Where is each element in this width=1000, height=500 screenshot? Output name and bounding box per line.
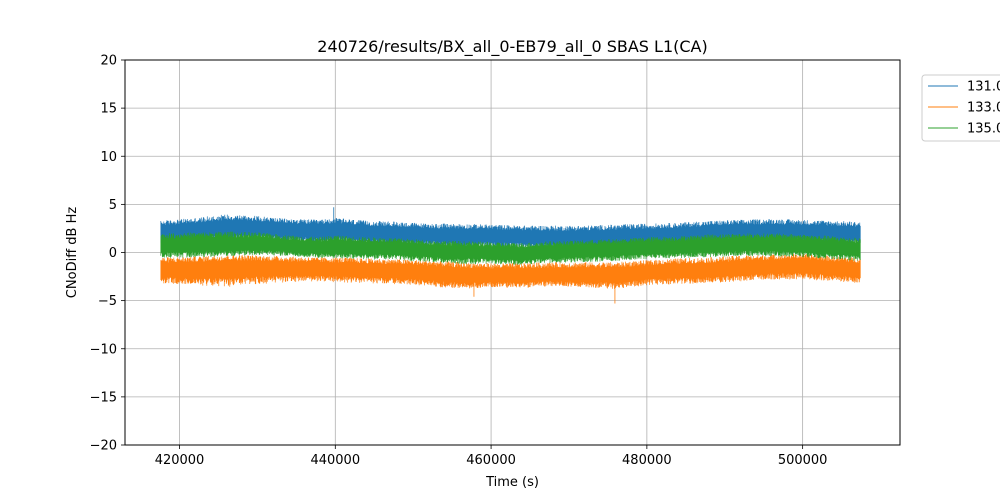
chart-title: 240726/results/BX_all_0-EB79_all_0 SBAS …: [317, 37, 707, 57]
x-axis-label: Time (s): [485, 475, 539, 490]
legend: 131.0 133.0 135.0: [921, 74, 1000, 142]
legend-label: 133.0: [967, 101, 1000, 116]
x-tick-label: 420000: [155, 453, 205, 468]
x-tick-label: 440000: [310, 453, 360, 468]
x-tick-label: 480000: [622, 453, 672, 468]
y-tick-label: 15: [100, 102, 117, 117]
y-tick-label: 0: [109, 246, 117, 261]
axis-ticks: 420000 440000 460000 480000 500000 −20 −15 −10 −…: [90, 54, 828, 469]
legend-label: 131.0: [967, 80, 1000, 95]
series-135.0: [160, 231, 861, 265]
y-tick-label: −20: [90, 439, 117, 454]
legend-label: 135.0: [967, 122, 1000, 137]
x-tick-label: 460000: [466, 453, 516, 468]
x-tick-label: 500000: [778, 453, 828, 468]
y-axis-label: CNoDiff dB Hz: [65, 207, 80, 299]
series-layer: [160, 207, 861, 304]
series-133.0: [160, 253, 861, 304]
y-tick-label: 5: [109, 198, 117, 213]
series-line: [160, 214, 861, 250]
legend-box: [921, 74, 1000, 142]
y-tick-label: −15: [90, 390, 117, 405]
y-tick-label: −5: [98, 294, 117, 309]
series-131.0: [160, 207, 861, 250]
y-tick-label: 20: [100, 54, 117, 69]
y-tick-label: −10: [90, 342, 117, 357]
y-tick-label: 10: [100, 150, 117, 165]
series-line: [160, 231, 861, 265]
series-line: [160, 253, 861, 289]
